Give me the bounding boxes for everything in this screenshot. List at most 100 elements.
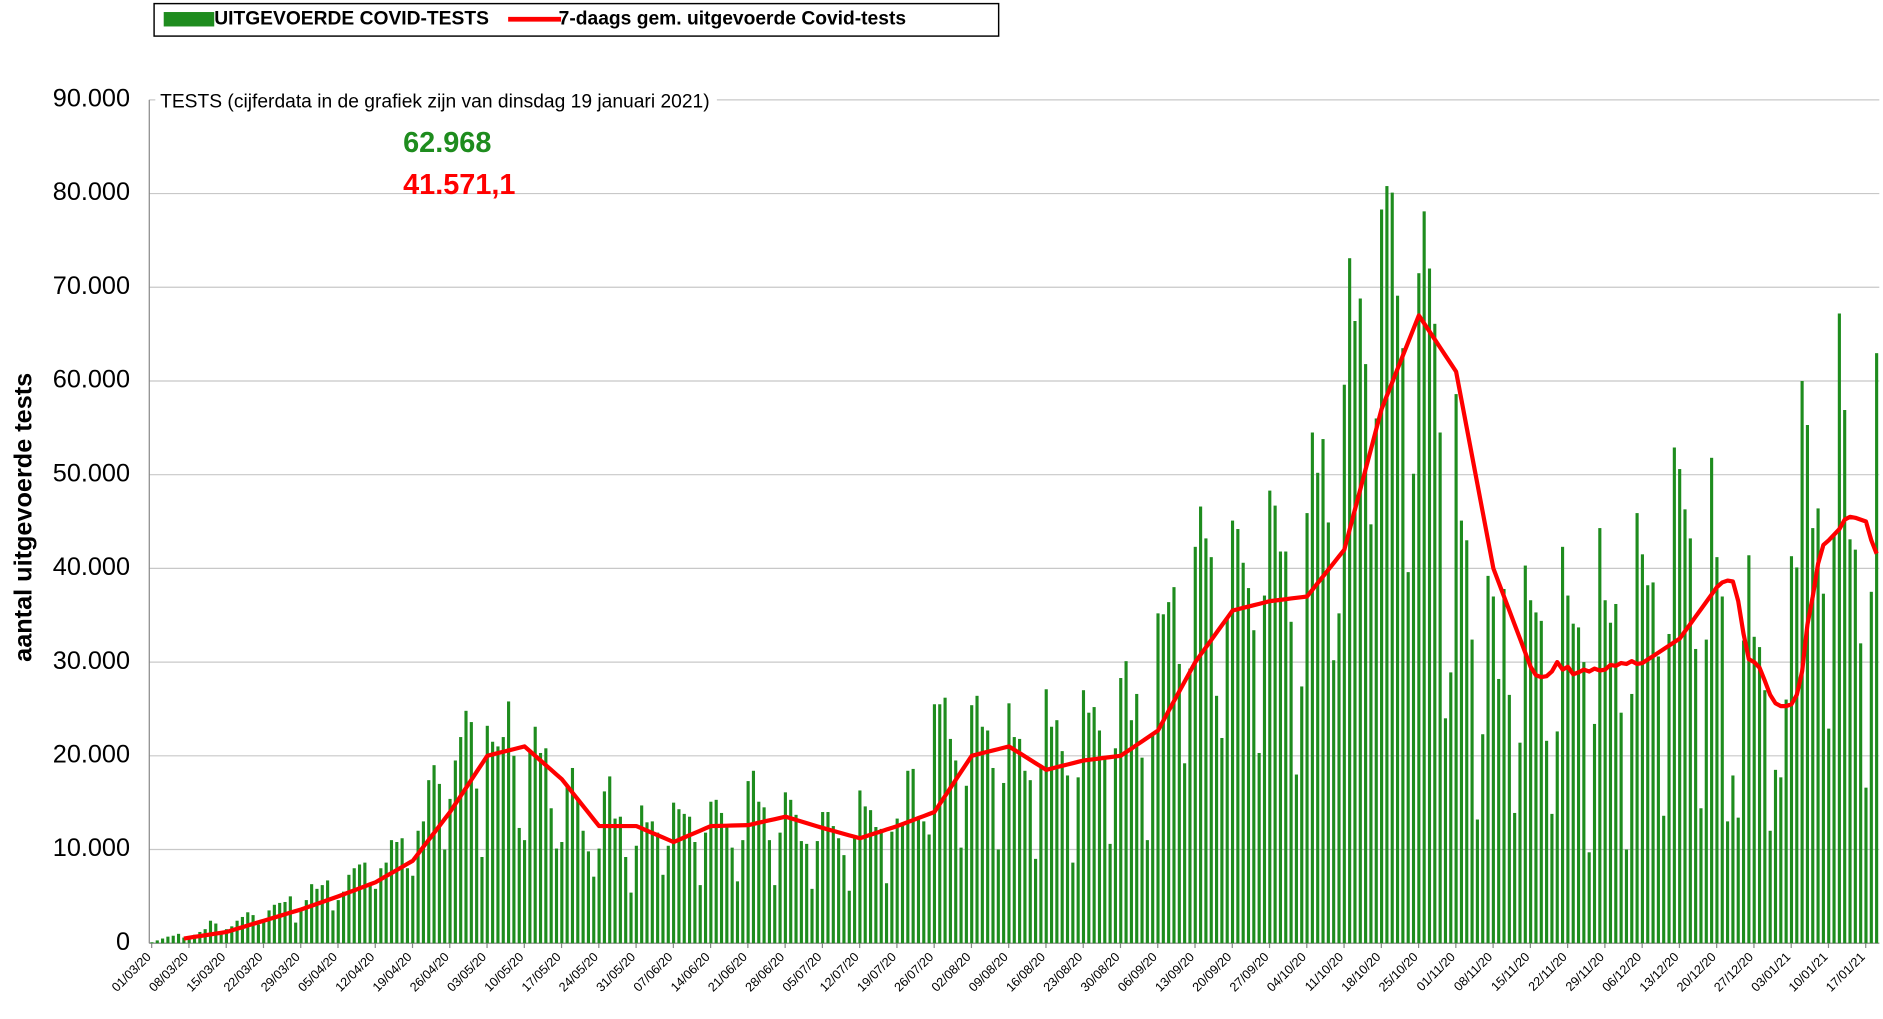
x-tick-label: 27/12/20: [1711, 950, 1756, 995]
bar: [1683, 509, 1687, 944]
bar: [826, 812, 830, 944]
bar: [310, 884, 314, 944]
bar: [927, 834, 931, 944]
bar: [672, 802, 676, 944]
bar: [703, 832, 708, 944]
bar: [1630, 693, 1634, 944]
bar: [1278, 551, 1283, 944]
bar: [485, 725, 489, 944]
bar: [219, 931, 223, 944]
x-tick-label: 24/05/20: [556, 950, 601, 995]
bar: [640, 805, 644, 944]
bar: [1135, 693, 1139, 944]
bar: [1358, 298, 1362, 944]
bar: [1129, 720, 1133, 944]
bar: [964, 785, 968, 944]
bar: [1592, 723, 1597, 944]
bar: [1646, 585, 1650, 944]
bar: [1215, 695, 1219, 944]
bar: [1252, 630, 1256, 944]
bar: [592, 876, 596, 944]
bar: [267, 910, 271, 944]
bar: [842, 855, 846, 944]
y-tick-label: 30.000: [53, 647, 130, 675]
bar: [1747, 555, 1751, 944]
bar: [1369, 524, 1373, 944]
bar: [932, 704, 937, 944]
bar: [1076, 777, 1080, 944]
x-tick-label: 05/07/20: [780, 950, 825, 995]
bar: [283, 901, 287, 944]
bar: [187, 936, 191, 944]
x-tick-label: 26/07/20: [892, 950, 937, 995]
bar: [326, 880, 330, 944]
bar: [501, 737, 505, 944]
bar: [496, 746, 500, 944]
y-tick-label: 10.000: [53, 834, 130, 862]
bar: [1353, 321, 1357, 944]
bar: [427, 780, 431, 944]
bar: [1230, 520, 1235, 944]
bar: [262, 919, 266, 944]
bar: [357, 864, 362, 944]
bar: [1044, 689, 1048, 944]
bar: [538, 752, 543, 944]
bar: [730, 847, 734, 944]
bar: [1550, 813, 1554, 944]
bar: [815, 841, 819, 944]
chart-title: TESTS (cijferdata in de grafiek zijn van…: [160, 91, 710, 112]
bar: [1273, 505, 1277, 944]
title-background: [155, 87, 717, 115]
bar: [757, 801, 761, 944]
bar: [735, 881, 740, 944]
bar: [629, 892, 633, 944]
bar: [1869, 591, 1873, 944]
bar: [1875, 353, 1879, 944]
y-tick-label: 0: [116, 928, 130, 956]
bar: [1635, 513, 1639, 944]
bar: [1491, 596, 1495, 944]
bar: [304, 900, 308, 944]
bar: [1310, 432, 1314, 944]
bar: [608, 776, 612, 944]
bar: [1034, 858, 1038, 944]
bar: [991, 767, 995, 944]
bar: [1071, 862, 1075, 944]
bar: [1640, 554, 1644, 944]
bar: [299, 910, 303, 944]
bar: [677, 809, 681, 944]
bar: [576, 797, 580, 944]
annotation: 62.968: [403, 127, 491, 159]
bar: [1518, 742, 1522, 944]
x-tick-label: 23/08/20: [1041, 950, 1086, 995]
bar: [1757, 647, 1762, 944]
bar: [746, 781, 750, 944]
bar: [1321, 439, 1325, 944]
x-tick-label: 22/03/20: [221, 950, 266, 995]
bar: [432, 765, 436, 944]
bar: [762, 807, 766, 944]
bar: [1651, 582, 1655, 944]
bar: [1853, 549, 1857, 944]
bar: [288, 896, 292, 944]
bar: [389, 840, 394, 944]
bar: [336, 900, 340, 944]
bar: [368, 884, 372, 944]
bar: [1497, 678, 1501, 944]
y-tick-label: 20.000: [53, 740, 130, 768]
bar: [1555, 731, 1559, 944]
bar: [1481, 734, 1485, 944]
bar: [650, 821, 654, 944]
bar: [1049, 726, 1054, 944]
legend-label: 7-daags gem. uitgevoerde Covid-tests: [559, 8, 906, 29]
bar: [1784, 699, 1788, 944]
bar: [448, 798, 452, 944]
y-tick-label: 60.000: [53, 366, 130, 394]
bar: [161, 938, 165, 944]
x-tick-label: 15/03/20: [184, 950, 229, 995]
x-tick-label: 13/12/20: [1637, 950, 1682, 995]
bar: [1710, 457, 1714, 944]
bar: [1124, 661, 1128, 944]
